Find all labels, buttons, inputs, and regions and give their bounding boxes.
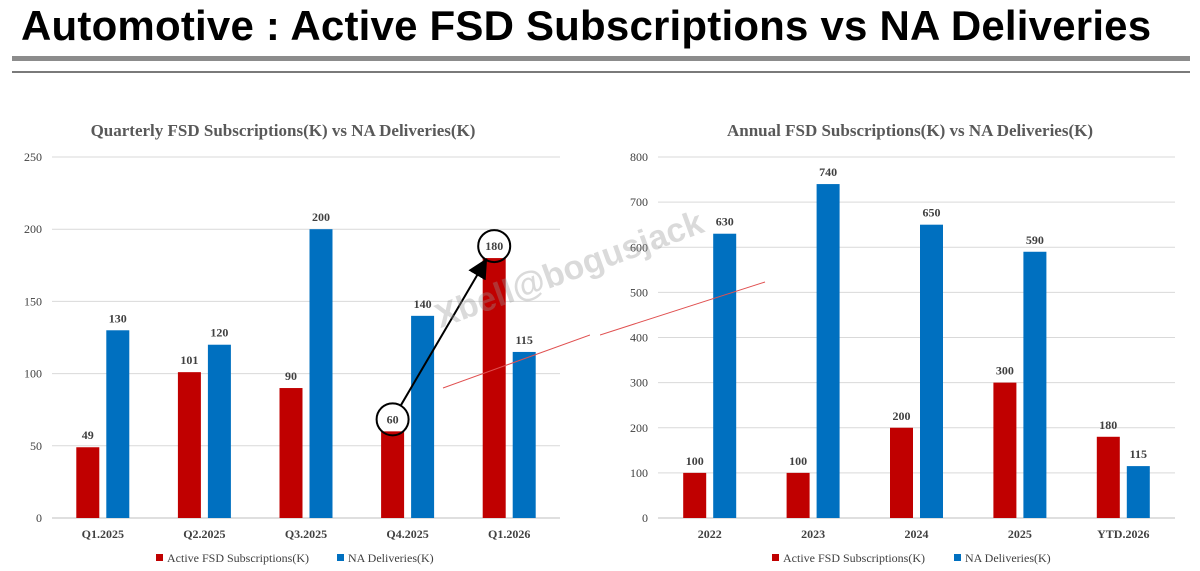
chart-title: Annual FSD Subscriptions(K) vs NA Delive… — [727, 121, 1093, 140]
legend-label-subscriptions: Active FSD Subscriptions(K) — [167, 551, 309, 565]
subscriptions-bar — [177, 372, 201, 518]
subscriptions-bar — [381, 431, 405, 518]
x-tick-label: Q4.2025 — [386, 527, 428, 541]
y-tick-label: 500 — [630, 285, 648, 299]
subscriptions-bar — [890, 427, 913, 518]
data-label: 90 — [285, 369, 297, 383]
x-tick-label: Q3.2025 — [285, 527, 327, 541]
subscriptions-bar — [993, 382, 1017, 518]
y-tick-label: 0 — [36, 511, 42, 525]
annual-chart: Annual FSD Subscriptions(K) vs NA Delive… — [600, 121, 1175, 565]
y-tick-label: 250 — [24, 150, 42, 164]
data-label: 101 — [180, 353, 198, 367]
subscriptions-bar — [482, 258, 506, 518]
annotation-red-line — [442, 334, 590, 389]
y-tick-label: 150 — [24, 294, 42, 308]
legend-label-deliveries: NA Deliveries(K) — [965, 551, 1051, 565]
deliveries-bar — [816, 184, 840, 518]
deliveries-bar — [1126, 466, 1150, 518]
y-tick-label: 800 — [630, 150, 648, 164]
data-label: 200 — [312, 210, 330, 224]
data-label: 180 — [1099, 418, 1117, 432]
chart-title: Quarterly FSD Subscriptions(K) vs NA Del… — [91, 121, 476, 140]
deliveries-bar — [920, 224, 943, 518]
y-tick-label: 100 — [24, 367, 42, 381]
y-tick-label: 0 — [642, 511, 648, 525]
data-label: 100 — [686, 454, 704, 468]
x-tick-label: Q2.2025 — [183, 527, 225, 541]
y-tick-label: 100 — [630, 466, 648, 480]
x-tick-label: YTD.2026 — [1097, 527, 1149, 541]
deliveries-bar — [1023, 251, 1047, 518]
title-rule-thin — [12, 71, 1190, 73]
legend-swatch-subscriptions — [772, 554, 779, 561]
data-label: 60 — [387, 412, 399, 426]
deliveries-bar — [411, 315, 435, 518]
quarterly-chart: Quarterly FSD Subscriptions(K) vs NA Del… — [24, 121, 590, 565]
subscriptions-bar — [786, 472, 810, 518]
x-tick-label: Q1.2025 — [82, 527, 124, 541]
data-label: 115 — [1130, 447, 1147, 461]
page-title: Automotive : Active FSD Subscriptions vs… — [21, 2, 1152, 49]
annotation-red-line — [600, 281, 766, 336]
y-tick-label: 600 — [630, 240, 648, 254]
legend-swatch-deliveries — [337, 554, 344, 561]
deliveries-bar — [309, 229, 333, 518]
data-label: 630 — [716, 215, 734, 229]
subscriptions-bar — [683, 472, 707, 518]
subscriptions-bar — [1096, 436, 1120, 518]
data-label: 115 — [516, 333, 533, 347]
data-label: 300 — [996, 364, 1014, 378]
data-label: 200 — [893, 409, 911, 423]
y-tick-label: 50 — [30, 439, 42, 453]
legend-label-deliveries: NA Deliveries(K) — [348, 551, 434, 565]
data-label: 100 — [789, 454, 807, 468]
deliveries-bar — [713, 233, 737, 518]
deliveries-bar — [106, 330, 130, 518]
x-tick-label: 2024 — [905, 527, 929, 541]
data-label: 130 — [109, 311, 127, 325]
legend-swatch-subscriptions — [156, 554, 163, 561]
title-rule-thick — [12, 56, 1190, 61]
y-tick-label: 300 — [630, 376, 648, 390]
y-tick-label: 700 — [630, 195, 648, 209]
legend-label-subscriptions: Active FSD Subscriptions(K) — [783, 551, 925, 565]
x-tick-label: Q1.2026 — [488, 527, 530, 541]
annotation-circle — [375, 402, 410, 437]
x-tick-label: 2023 — [801, 527, 825, 541]
y-tick-label: 400 — [630, 331, 648, 345]
data-label: 650 — [923, 206, 941, 220]
data-label: 120 — [210, 326, 228, 340]
data-label: 590 — [1026, 233, 1044, 247]
data-label: 180 — [485, 239, 503, 253]
data-label: 49 — [82, 428, 94, 442]
x-tick-label: 2022 — [698, 527, 722, 541]
y-tick-label: 200 — [630, 421, 648, 435]
legend-swatch-deliveries — [954, 554, 961, 561]
subscriptions-bar — [76, 447, 100, 518]
x-tick-label: 2025 — [1008, 527, 1032, 541]
y-tick-label: 200 — [24, 222, 42, 236]
data-label: 740 — [819, 165, 837, 179]
annotation-arrow — [399, 258, 488, 407]
data-label: 140 — [414, 297, 432, 311]
annotation-circle — [477, 229, 512, 264]
deliveries-bar — [512, 351, 536, 518]
deliveries-bar — [207, 344, 231, 518]
subscriptions-bar — [279, 388, 303, 518]
